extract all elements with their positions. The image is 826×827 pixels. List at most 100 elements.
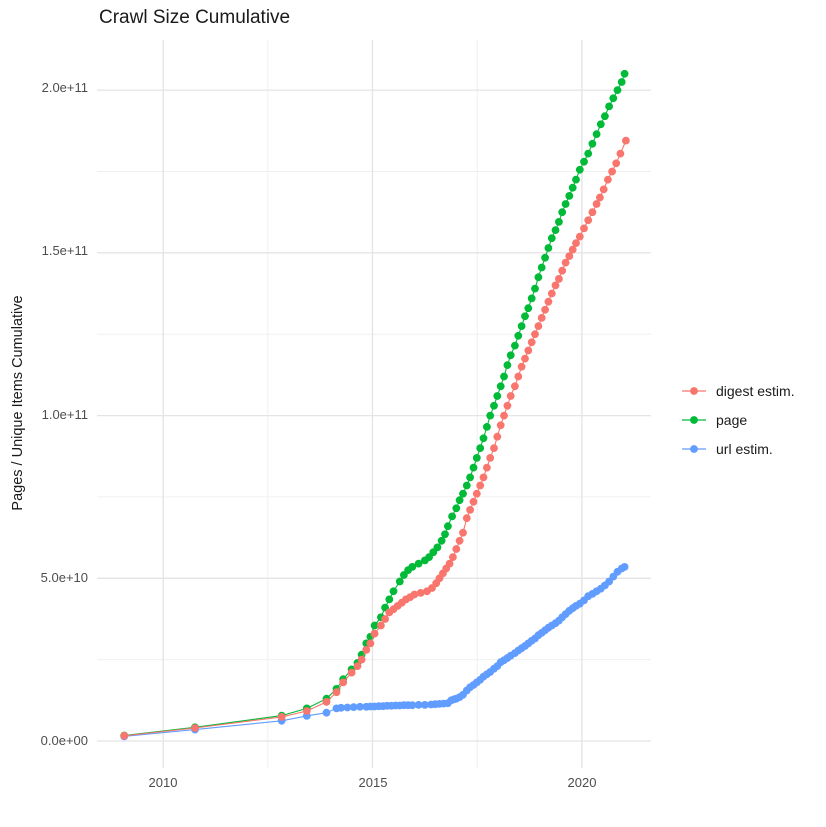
data-point-digest: [362, 646, 371, 654]
legend-key-digest-icon: [682, 386, 706, 395]
data-point-digest: [493, 432, 502, 441]
data-point-page: [511, 341, 519, 350]
data-point-digest: [366, 639, 375, 648]
data-point-digest: [537, 314, 546, 322]
data-point-digest: [462, 514, 471, 522]
data-point-digest: [534, 322, 543, 330]
x-tick-label: 2020: [567, 775, 597, 790]
data-point-digest: [608, 167, 616, 176]
data-point-digest: [381, 615, 389, 623]
data-point-page: [517, 322, 526, 330]
y-tick-label: 5.0e+10: [40, 570, 88, 585]
data-point-page: [472, 454, 481, 462]
data-point-digest: [466, 506, 474, 514]
series-line-url: [124, 566, 625, 737]
data-point-digest: [531, 330, 539, 339]
data-point-page: [455, 496, 464, 505]
data-point-page: [385, 595, 394, 604]
data-point-digest: [486, 454, 495, 462]
data-point-digest: [622, 136, 630, 145]
data-point-digest: [565, 252, 574, 260]
data-point-page: [486, 411, 495, 420]
data-point-digest: [596, 193, 604, 202]
data-point-page: [534, 273, 543, 282]
data-point-digest: [191, 724, 199, 732]
data-point-page: [537, 263, 546, 272]
data-point-page: [596, 120, 605, 129]
data-point-digest: [452, 545, 461, 553]
data-point-page: [605, 102, 613, 111]
data-point-digest: [521, 354, 529, 363]
data-point-page: [620, 69, 629, 78]
data-point-page: [452, 504, 461, 513]
y-tick-label: 2.0e+11: [41, 80, 88, 95]
data-point-url: [337, 703, 345, 712]
data-point-digest: [612, 159, 621, 168]
data-point-digest: [592, 200, 601, 208]
data-point-url: [322, 708, 331, 717]
data-point-digest: [575, 232, 584, 241]
data-point-digest: [410, 590, 419, 599]
data-point-digest: [496, 421, 505, 430]
data-point-digest: [322, 698, 331, 706]
data-point-digest: [604, 175, 612, 184]
data-point-digest: [277, 713, 286, 721]
data-point-page: [441, 530, 449, 539]
legend-item-page: page: [681, 405, 795, 434]
data-point-page: [601, 112, 609, 121]
data-point-digest: [472, 489, 481, 498]
data-point-page: [565, 192, 574, 200]
data-point-digest: [459, 528, 467, 537]
data-point-digest: [588, 208, 597, 217]
data-point-page: [370, 621, 379, 630]
data-point-digest: [120, 731, 129, 740]
data-point-digest: [517, 362, 526, 371]
series-line-digest: [124, 140, 627, 737]
data-point-url: [408, 701, 417, 710]
data-point-digest: [469, 497, 478, 506]
data-point-page: [541, 253, 549, 262]
data-point-digest: [490, 444, 498, 452]
data-point-page: [592, 130, 601, 139]
data-point-digest: [506, 392, 515, 400]
data-point-page: [444, 522, 452, 531]
data-point-digest: [357, 655, 366, 664]
data-point-page: [617, 78, 626, 86]
data-point-digest: [568, 245, 577, 254]
data-point-page: [588, 139, 597, 148]
data-point-digest: [511, 382, 519, 391]
data-point-page: [568, 183, 577, 192]
data-point-digest: [561, 258, 570, 267]
data-point-digest: [479, 473, 488, 482]
data-point-digest: [541, 305, 549, 314]
data-point-url: [356, 702, 364, 711]
data-point-page: [469, 463, 478, 472]
data-point-page: [561, 200, 570, 208]
data-point-page: [580, 157, 588, 166]
data-point-page: [448, 512, 456, 521]
data-point-page: [466, 473, 474, 482]
data-point-digest: [503, 401, 512, 410]
data-point-page: [408, 563, 417, 571]
data-point-digest: [524, 346, 533, 355]
data-point-url: [620, 563, 629, 571]
data-point-page: [506, 351, 515, 360]
data-point-digest: [616, 149, 625, 158]
data-point-url: [421, 701, 429, 709]
data-point-page: [433, 543, 442, 552]
data-point-page: [414, 559, 423, 568]
data-point-digest: [332, 688, 341, 697]
data-point-digest: [445, 559, 454, 568]
data-point-url: [343, 703, 352, 712]
data-point-page: [483, 423, 491, 431]
data-point-page: [558, 208, 567, 217]
data-point-page: [572, 175, 580, 184]
data-point-page: [437, 536, 446, 545]
data-point-page: [490, 401, 498, 410]
data-point-page: [555, 218, 563, 226]
data-point-digest: [599, 185, 608, 194]
data-point-digest: [476, 481, 485, 490]
data-point-url: [349, 703, 358, 711]
data-point-page: [493, 392, 502, 400]
y-tick-label: 0.0e+00: [40, 733, 88, 748]
